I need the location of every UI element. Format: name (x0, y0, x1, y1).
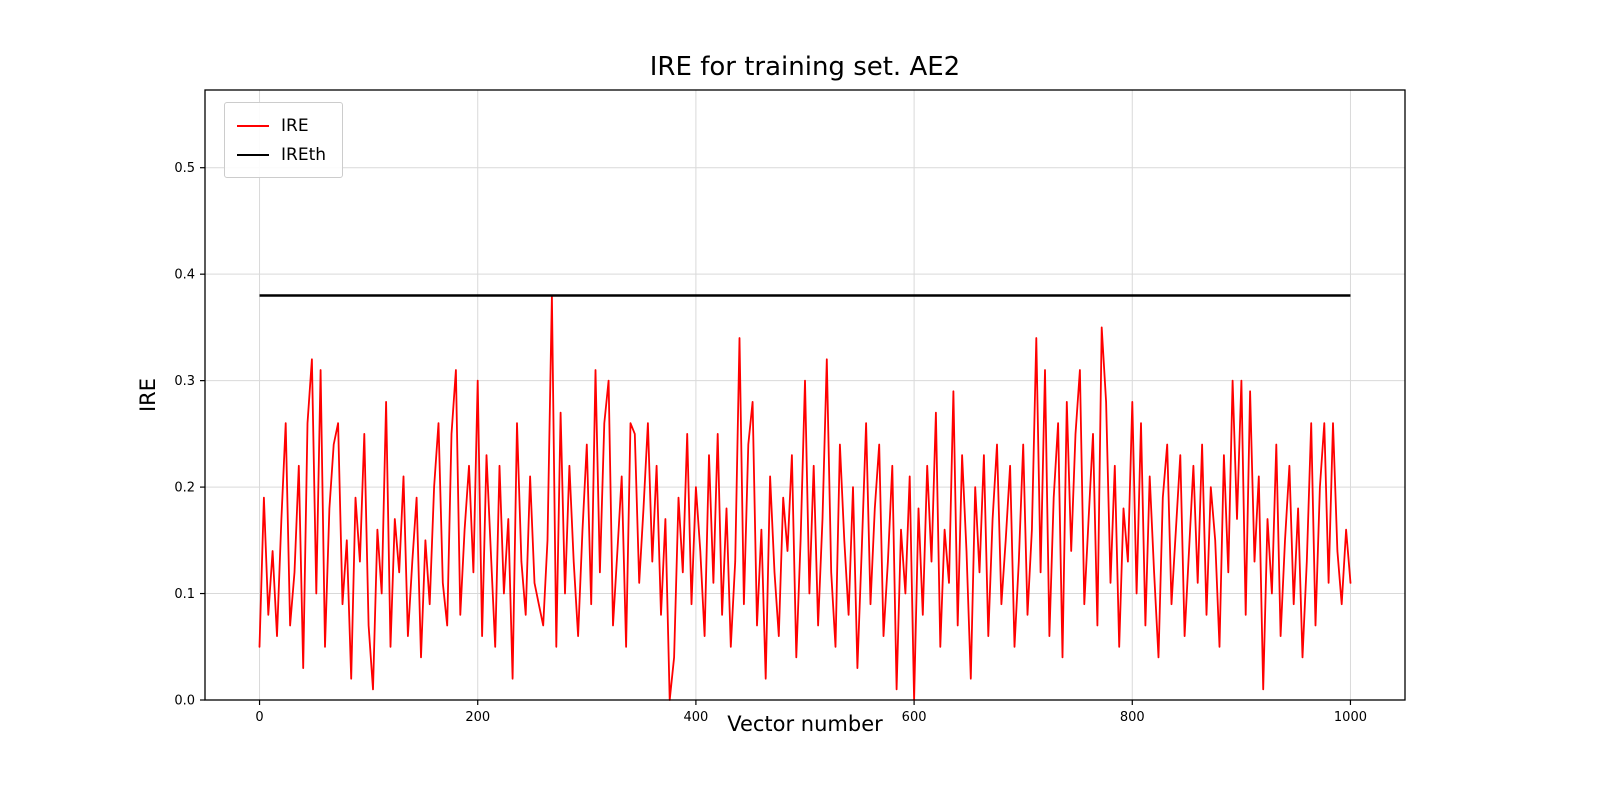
x-tick-label: 200 (465, 710, 490, 725)
legend-label-ire: IRE (281, 115, 309, 136)
y-tick-label: 0.5 (174, 161, 195, 176)
legend-item-ire: IRE (237, 111, 326, 140)
legend: IRE IREth (224, 102, 344, 178)
x-tick-label: 1000 (1334, 710, 1367, 725)
y-tick-label: 0.1 (174, 587, 195, 602)
y-tick-label: 0.4 (174, 268, 195, 283)
y-tick-label: 0.0 (174, 694, 195, 709)
ire-line-swatch (237, 124, 269, 127)
plot-border (204, 89, 1406, 701)
chart-title: IRE for training set. AE2 (649, 52, 961, 82)
legend-item-ireth: IREth (237, 140, 326, 169)
x-tick-label: 800 (1120, 710, 1145, 725)
x-tick-label: 600 (902, 710, 927, 725)
y-tick-label: 0.2 (174, 481, 195, 496)
y-tick-label: 0.3 (174, 374, 195, 389)
ireth-line-swatch (237, 153, 269, 156)
legend-label-ireth: IREth (281, 144, 327, 165)
x-tick-label: 0 (255, 710, 263, 725)
series-line-ire (258, 294, 1352, 701)
x-tick-label: 400 (683, 710, 708, 725)
y-axis-label: IRE (136, 377, 160, 413)
x-axis-label: Vector number (727, 712, 883, 736)
